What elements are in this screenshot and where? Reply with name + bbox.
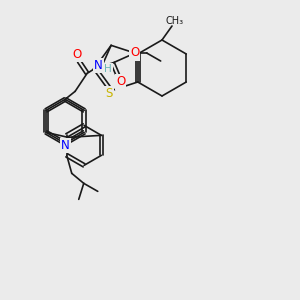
Text: S: S <box>105 87 113 100</box>
Text: N: N <box>94 59 103 72</box>
Text: O: O <box>116 76 125 88</box>
Text: O: O <box>73 48 82 61</box>
Text: H: H <box>104 64 112 74</box>
Text: O: O <box>130 46 139 59</box>
Text: CH₃: CH₃ <box>166 16 184 26</box>
Text: N: N <box>61 139 70 152</box>
